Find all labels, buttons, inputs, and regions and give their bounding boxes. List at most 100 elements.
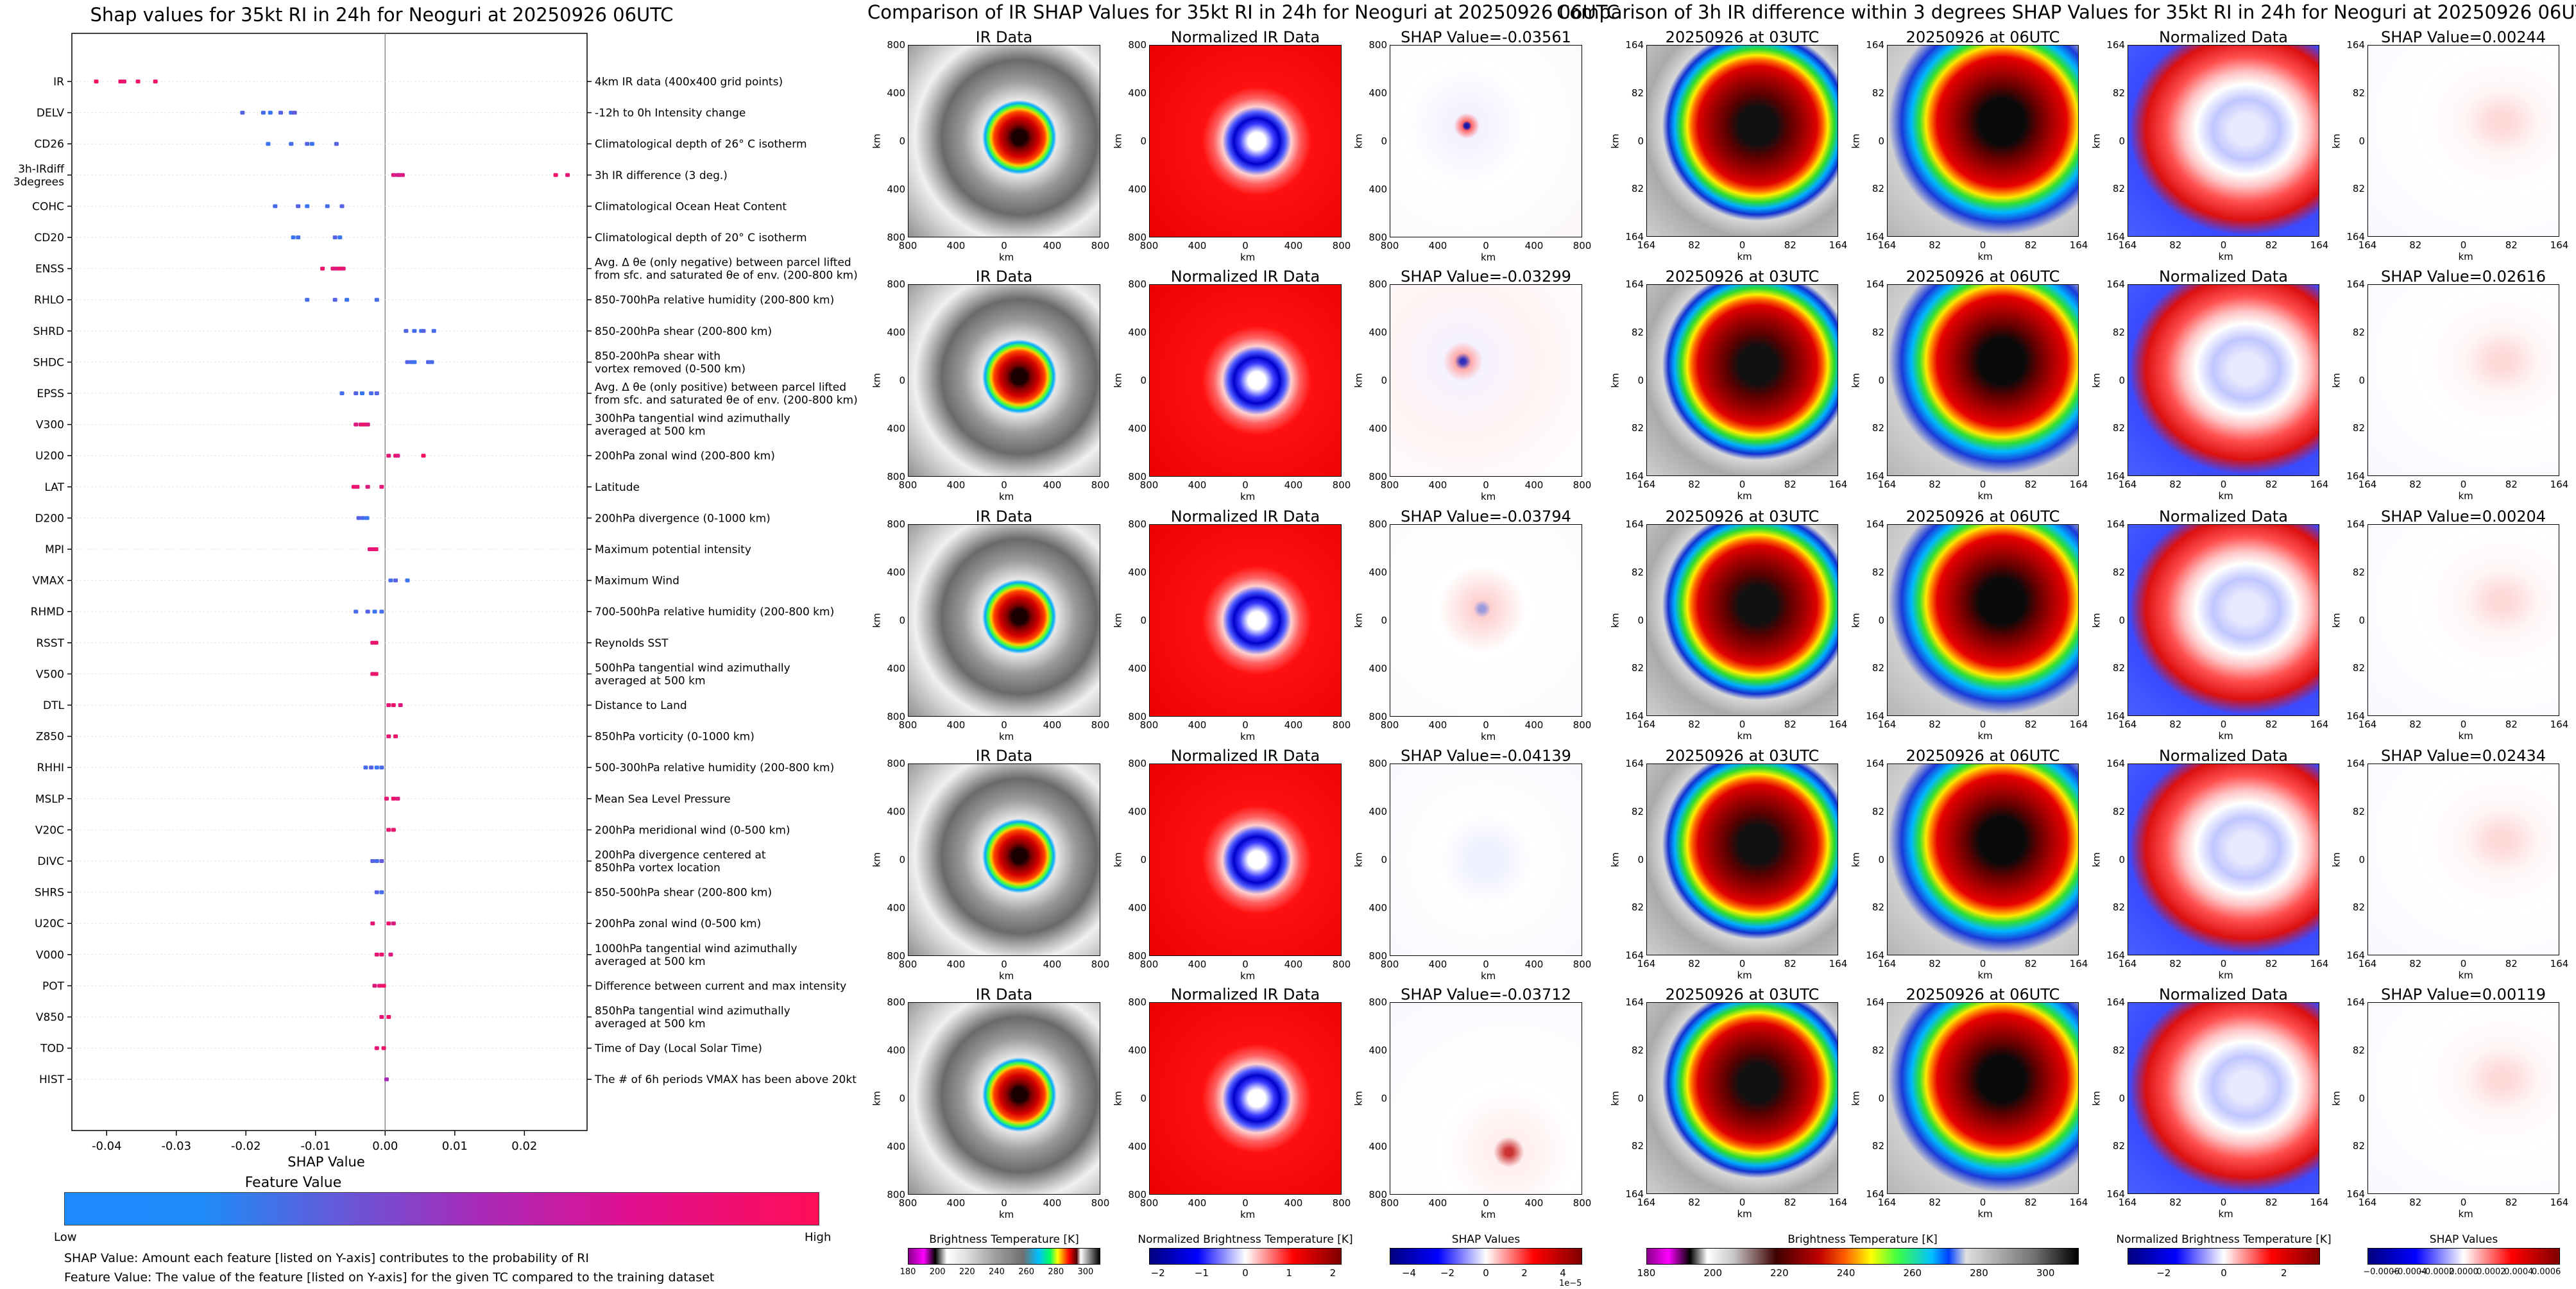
y-axis-label: km	[2090, 851, 2103, 867]
shap-point	[386, 1015, 391, 1019]
x-tick-label: 0	[2460, 239, 2467, 251]
ir-shap-image	[1390, 764, 1582, 956]
x-axis-label: km	[1240, 491, 1256, 502]
x-tick-label: 164	[1637, 1197, 1656, 1208]
x-tick-label: 82	[2169, 239, 2182, 251]
feature-description-label: from sfc. and saturated θe of env. (200-…	[595, 394, 858, 407]
x-tick-label: 0	[1979, 479, 1986, 490]
x-tick-label: -0.01	[301, 1140, 331, 1153]
y-tick-label: 164	[2106, 278, 2125, 290]
feature-name-label: DTL	[43, 699, 64, 712]
x-tick-label: 164	[2118, 1197, 2137, 1208]
x-tick-label: 800	[1139, 1197, 1159, 1209]
x-tick-label: 82	[2024, 479, 2037, 490]
y-tick-label: 82	[2352, 901, 2365, 914]
colorbar-tick-label: 300	[1077, 1267, 1094, 1277]
ir-03utc-image	[1646, 1002, 1838, 1194]
shap-point	[305, 204, 310, 209]
y-tick-label: 800	[1128, 711, 1147, 722]
y-axis-label: km	[2330, 851, 2342, 867]
feature-name-label: CD26	[34, 138, 64, 151]
y-tick-label: 82	[2352, 87, 2365, 99]
y-tick-label: 0	[1637, 614, 1644, 626]
ir-06utc-image	[1887, 524, 2079, 716]
y-tick-label: 800	[1369, 1189, 1387, 1200]
diff-column-title: 20250926 at 03UTC	[1665, 268, 1820, 286]
x-tick-label: 800	[1573, 1197, 1592, 1209]
y-tick-label: 400	[1128, 902, 1147, 914]
feature-description-label: Climatological Ocean Heat Content	[595, 200, 787, 213]
x-tick-label: 400	[1188, 719, 1207, 731]
colorbar-tick-label: −2	[1150, 1267, 1165, 1279]
diff-shap-value-title: SHAP Value=0.00119	[2380, 986, 2546, 1003]
colorbar-title: Normalized Brightness Temperature [K]	[2116, 1233, 2332, 1246]
y-tick-label: 800	[1369, 996, 1387, 1008]
x-axis-label: km	[2218, 1208, 2233, 1220]
y-tick-label: 400	[887, 1045, 905, 1056]
x-tick-label: 164	[2069, 239, 2088, 251]
y-axis-label: km	[1609, 851, 1621, 867]
shap-point	[320, 266, 325, 271]
x-tick-label: 0	[2460, 719, 2467, 730]
x-tick-label: 82	[1784, 719, 1796, 730]
x-tick-label: 0	[2220, 479, 2227, 490]
x-tick-label: 164	[1637, 719, 1656, 730]
feature-description-label: 850hPa vorticity (0-1000 km)	[595, 731, 755, 744]
feature-description-label: Climatological depth of 26° C isotherm	[595, 138, 807, 151]
shap-point	[395, 454, 400, 458]
y-tick-label: 800	[1369, 232, 1387, 243]
x-tick-label: 82	[1688, 958, 1701, 969]
y-tick-label: 800	[887, 711, 905, 722]
x-tick-label: 82	[2409, 239, 2422, 251]
y-axis-label: km	[1609, 612, 1621, 628]
shap-point	[379, 952, 384, 957]
x-tick-label: 82	[2024, 719, 2037, 730]
shap-point	[388, 578, 393, 583]
feature-description-label: 850-500hPa shear (200-800 km)	[595, 887, 772, 900]
y-tick-label: 0	[1381, 1093, 1387, 1104]
y-tick-label: 400	[1369, 1045, 1387, 1056]
y-tick-label: 82	[1872, 422, 1884, 434]
x-tick-label: 164	[2069, 1197, 2088, 1208]
x-tick-label: 0	[1483, 719, 1489, 731]
x-tick-label: 400	[1188, 479, 1207, 491]
feature-description-label: averaged at 500 km	[595, 674, 706, 687]
shap-point	[121, 80, 126, 83]
shap-point	[381, 984, 386, 988]
y-tick-label: 0	[2119, 614, 2125, 626]
y-tick-label: 164	[2106, 758, 2125, 769]
x-tick-label: 164	[1637, 958, 1656, 969]
diff-shap-value-title: SHAP Value=0.02616	[2380, 268, 2546, 286]
colorbar-title: Brightness Temperature [K]	[1787, 1233, 1938, 1246]
ir-shap-image	[1390, 284, 1582, 477]
x-tick-label: 400	[946, 719, 966, 731]
shap-point	[384, 1077, 389, 1082]
x-tick-label: 800	[1139, 479, 1159, 491]
shap-point	[391, 703, 396, 707]
y-tick-label: 800	[1128, 758, 1147, 769]
y-axis-label: km	[1352, 133, 1365, 149]
x-tick-label: 82	[1784, 239, 1796, 251]
feature-description-label: Latitude	[595, 481, 640, 494]
diff-column-title: 20250926 at 03UTC	[1665, 747, 1820, 765]
y-axis-label: km	[1850, 1090, 1862, 1106]
feature-name-label: V20C	[35, 824, 64, 837]
y-tick-label: 0	[2119, 374, 2125, 386]
ir-image	[908, 284, 1100, 477]
diff-column-title: Normalized Data	[2158, 28, 2289, 46]
shap-point	[118, 80, 123, 83]
y-tick-label: 800	[887, 232, 905, 243]
x-tick-label: 800	[1332, 959, 1351, 970]
x-tick-label: 400	[1524, 719, 1544, 731]
y-tick-label: 164	[2106, 470, 2125, 482]
normalized-ir-image	[1149, 1002, 1342, 1195]
y-tick-label: 164	[2106, 1188, 2125, 1200]
shap-point	[405, 578, 410, 583]
feature-description-label: 500-300hPa relative humidity (200-800 km…	[595, 762, 834, 774]
y-tick-label: 164	[1625, 39, 1644, 51]
x-tick-label: 0	[2220, 958, 2227, 969]
y-axis-label: km	[2330, 612, 2342, 628]
feature-description-label: 850hPa vortex location	[595, 862, 721, 875]
diff-column-title: 20250926 at 06UTC	[1906, 268, 2060, 286]
y-tick-label: 800	[1128, 518, 1147, 530]
